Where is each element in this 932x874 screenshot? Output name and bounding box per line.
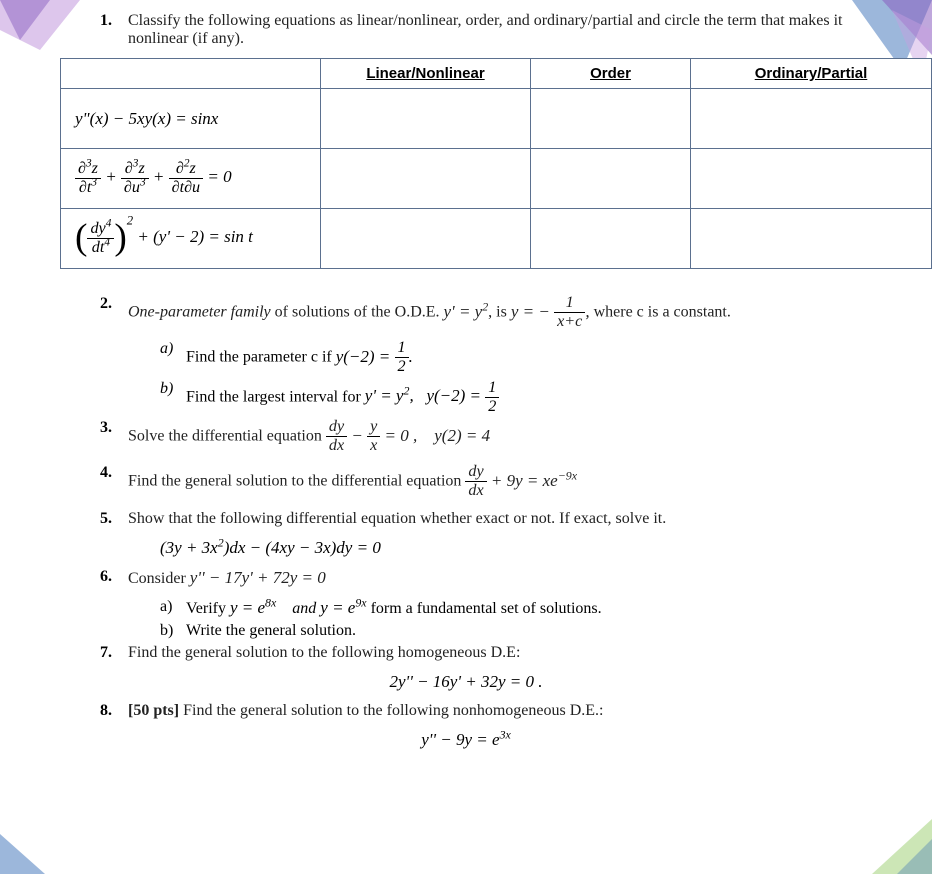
- table-header-row: Linear/Nonlinear Order Ordinary/Partial: [61, 59, 932, 89]
- q8-text: [50 pts] Find the general solution to th…: [128, 702, 902, 720]
- q1-text: Classify the following equations as line…: [128, 12, 902, 48]
- q8-number: 8.: [100, 702, 128, 720]
- question-7: 7. Find the general solution to the foll…: [100, 644, 902, 662]
- q7-text: Find the general solution to the followi…: [128, 644, 902, 662]
- classification-table: Linear/Nonlinear Order Ordinary/Partial …: [60, 58, 932, 269]
- th-linear: Linear/Nonlinear: [321, 59, 531, 89]
- q2-b-text: Find the largest interval for y' = y2, y…: [186, 380, 499, 415]
- q7-number: 7.: [100, 644, 128, 662]
- th-ordinary: Ordinary/Partial: [691, 59, 932, 89]
- decoration-bottom-right: [842, 814, 932, 874]
- q1-number: 1.: [100, 12, 128, 30]
- q6-b: b) Write the general solution.: [160, 622, 902, 640]
- question-5: 5. Show that the following differential …: [100, 510, 902, 528]
- th-order: Order: [531, 59, 691, 89]
- question-1: 1. Classify the following equations as l…: [100, 12, 902, 48]
- q4-number: 4.: [100, 464, 128, 482]
- equation-cell-1: y"(x) − 5xy(x) = sinx: [61, 89, 321, 149]
- q3-number: 3.: [100, 419, 128, 437]
- question-6: 6. Consider y'' − 17y' + 72y = 0: [100, 568, 902, 588]
- question-2: 2. One-parameter family of solutions of …: [100, 295, 902, 330]
- table-row: y"(x) − 5xy(x) = sinx: [61, 89, 932, 149]
- q6-b-text: Write the general solution.: [186, 622, 356, 640]
- q5-number: 5.: [100, 510, 128, 528]
- th-blank: [61, 59, 321, 89]
- q2-text: One-parameter family of solutions of the…: [128, 295, 902, 330]
- equation-cell-3: (dy4dt4)2 + (y' − 2) = sin t: [61, 209, 321, 269]
- question-8: 8. [50 pts] Find the general solution to…: [100, 702, 902, 720]
- q5-text: Show that the following differential equ…: [128, 510, 902, 528]
- q2-number: 2.: [100, 295, 128, 313]
- table-row: ∂3z∂t3 + ∂3z∂u3 + ∂2z∂t∂u = 0: [61, 149, 932, 209]
- q6-number: 6.: [100, 568, 128, 586]
- decoration-bottom-left: [0, 824, 60, 874]
- document-body: 1. Classify the following equations as l…: [0, 0, 932, 768]
- table-row: (dy4dt4)2 + (y' − 2) = sin t: [61, 209, 932, 269]
- question-3: 3. Solve the differential equation dydx …: [100, 419, 902, 454]
- q3-text: Solve the differential equation dydx − y…: [128, 419, 902, 454]
- q6-a-text: Verify y = e8x and y = e9x form a fundam…: [186, 598, 602, 618]
- q4-text: Find the general solution to the differe…: [128, 464, 902, 499]
- equation-cell-2: ∂3z∂t3 + ∂3z∂u3 + ∂2z∂t∂u = 0: [61, 149, 321, 209]
- q8-equation: y'' − 9y = e3x: [30, 730, 902, 750]
- q2-a: a) Find the parameter c if y(−2) = 12.: [160, 340, 902, 375]
- q2-b: b) Find the largest interval for y' = y2…: [160, 380, 902, 415]
- q6-text: Consider y'' − 17y' + 72y = 0: [128, 568, 902, 588]
- q7-equation: 2y'' − 16y' + 32y = 0 .: [30, 672, 902, 692]
- q5-equation: (3y + 3x2)dx − (4xy − 3x)dy = 0: [160, 538, 902, 558]
- question-4: 4. Find the general solution to the diff…: [100, 464, 902, 499]
- q2-a-text: Find the parameter c if y(−2) = 12.: [186, 340, 413, 375]
- q6-a: a) Verify y = e8x and y = e9x form a fun…: [160, 598, 902, 618]
